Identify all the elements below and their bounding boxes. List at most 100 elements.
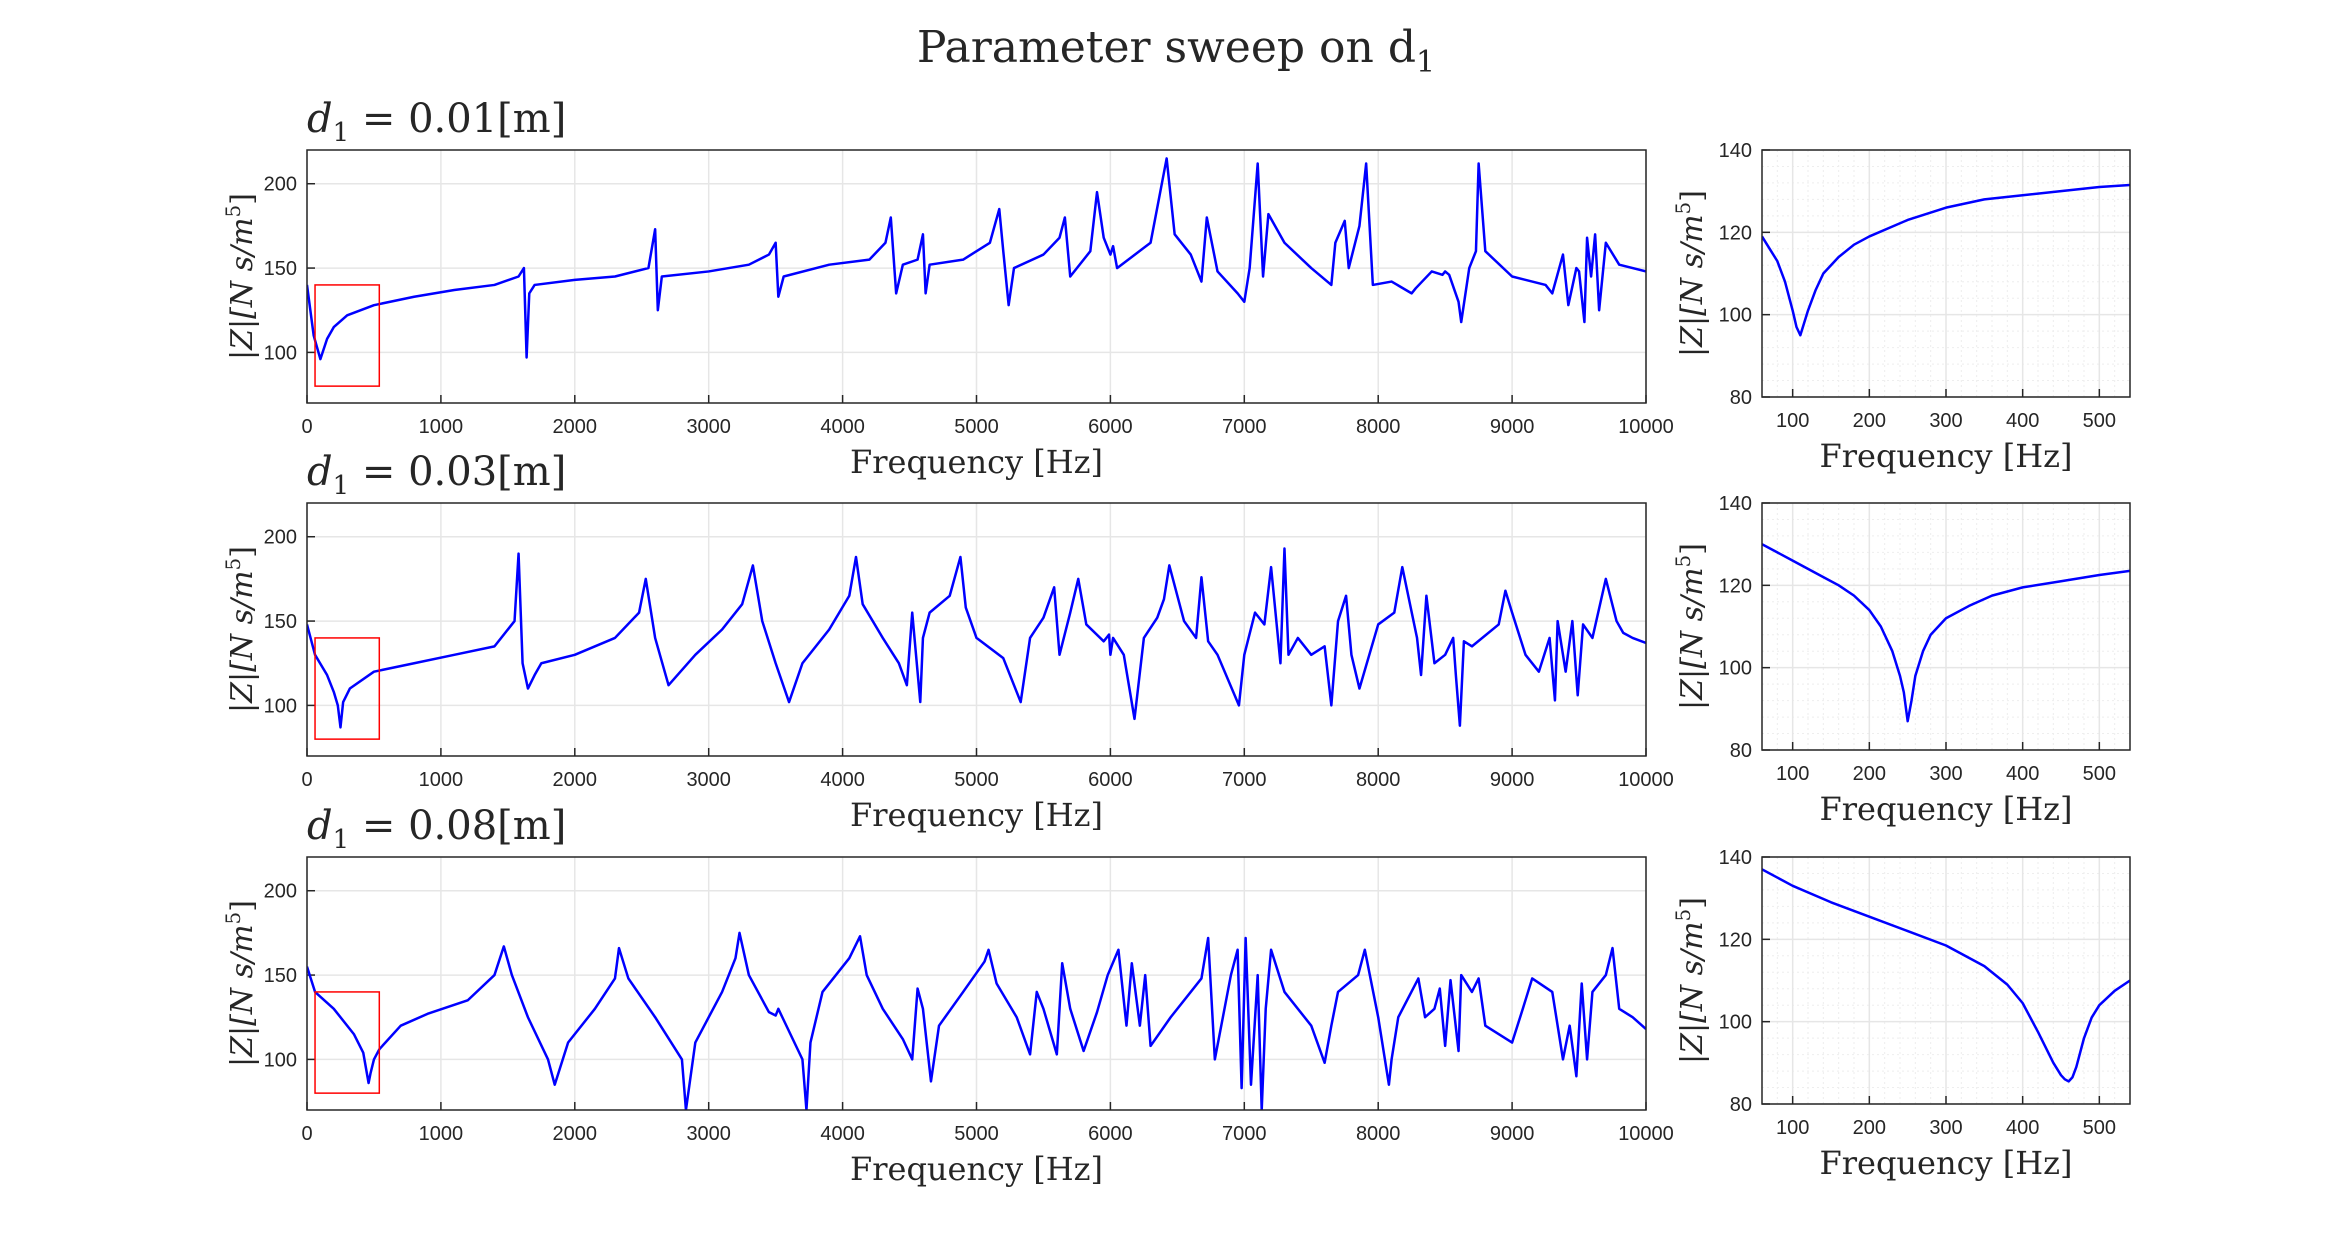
- subplot-title-subscript: 1: [333, 471, 350, 501]
- y-tick-label: 200: [264, 527, 297, 549]
- subplot-title: d1 = 0.03[m]: [307, 449, 566, 501]
- y-axis-label-close: ]: [225, 546, 260, 558]
- series-line: [307, 547, 1646, 729]
- zoom-region-box: [314, 991, 381, 1094]
- x-axis-label: Frequency [Hz]: [1820, 790, 2073, 828]
- series-line: [307, 157, 1646, 361]
- y-axis-label-exponent: 5: [1671, 909, 1695, 922]
- x-axis-label: Frequency [Hz]: [850, 1150, 1103, 1188]
- y-tick-label: 140: [1719, 140, 1752, 162]
- x-tick-label: 8000: [1356, 769, 1401, 791]
- chart-main-2: 0 1000 2000 3000 4000 5000 6000 7000 8000 9000 100…: [221, 449, 1674, 834]
- series-line: [307, 931, 1646, 1110]
- x-tick-label: 300: [1929, 1117, 1962, 1139]
- y-tick-label: 100: [264, 1049, 297, 1071]
- y-tick-label: 100: [1719, 658, 1752, 680]
- subplot-title-var: d: [307, 449, 333, 495]
- y-axis-label: |Z|[N s/m5]: [221, 900, 260, 1067]
- x-tick-label: 8000: [1356, 416, 1401, 438]
- y-axis-label-exponent: 5: [221, 205, 245, 218]
- zoom-region-box: [314, 284, 381, 387]
- y-axis-label: |Z|[N s/m5]: [221, 546, 260, 713]
- x-axis-label: Frequency [Hz]: [850, 443, 1103, 481]
- chart-zoom-1: 100 200 300 400 500 80 100 120 140 Frequency [Hz]…: [1671, 140, 2131, 475]
- x-tick-label: 9000: [1490, 416, 1535, 438]
- y-axis-label-close: ]: [1675, 897, 1710, 909]
- subplot-title-value: = 0.03[m]: [349, 449, 566, 495]
- subplot-title-value: = 0.08[m]: [349, 803, 566, 849]
- y-axis-label-main: |Z|[N s/m: [225, 570, 260, 713]
- y-axis-label-main: |Z|[N s/m: [1675, 921, 1710, 1064]
- x-tick-label: 300: [1929, 410, 1962, 432]
- x-tick-label: 3000: [686, 416, 731, 438]
- y-axis-label: |Z|[N s/m5]: [1671, 543, 1710, 710]
- x-tick-label: 10000: [1618, 1123, 1674, 1145]
- y-tick-label: 120: [1719, 575, 1752, 597]
- x-tick-label: 500: [2083, 410, 2116, 432]
- x-tick-label: 0: [301, 416, 312, 438]
- y-axis-label-exponent: 5: [1671, 555, 1695, 568]
- x-tick-label: 7000: [1222, 769, 1267, 791]
- subplot-title-var: d: [307, 803, 333, 849]
- y-tick-label: 150: [264, 965, 297, 987]
- x-tick-label: 7000: [1222, 1123, 1267, 1145]
- x-tick-label: 100: [1776, 763, 1809, 785]
- x-tick-label: 5000: [954, 1123, 999, 1145]
- subplot-title-var: d: [307, 96, 333, 142]
- y-tick-label: 80: [1730, 387, 1752, 409]
- series-line: [1762, 868, 2130, 1083]
- x-tick-label: 200: [1853, 1117, 1886, 1139]
- x-tick-label: 0: [301, 1123, 312, 1145]
- x-tick-label: 1000: [419, 416, 464, 438]
- y-axis-label-close: ]: [1675, 190, 1710, 202]
- x-tick-label: 400: [2006, 1117, 2039, 1139]
- subplot-title-value: = 0.01[m]: [349, 96, 566, 142]
- x-tick-label: 1000: [419, 1123, 464, 1145]
- y-tick-label: 150: [264, 611, 297, 633]
- x-tick-label: 3000: [686, 1123, 731, 1145]
- y-tick-label: 200: [264, 174, 297, 196]
- x-tick-label: 4000: [820, 769, 865, 791]
- x-tick-label: 10000: [1618, 416, 1674, 438]
- x-tick-label: 4000: [820, 1123, 865, 1145]
- chart-zoom-3: 100 200 300 400 500 80 100 120 140 Frequency [Hz]…: [1671, 847, 2131, 1182]
- y-axis-label-close: ]: [225, 193, 260, 205]
- x-tick-label: 2000: [553, 1123, 598, 1145]
- y-axis-label-close: ]: [1675, 543, 1710, 555]
- series-line: [1762, 543, 2130, 723]
- y-axis-label-exponent: 5: [221, 558, 245, 571]
- x-tick-label: 4000: [820, 416, 865, 438]
- zoom-region-box: [314, 637, 381, 740]
- x-tick-label: 9000: [1490, 769, 1535, 791]
- x-tick-label: 10000: [1618, 769, 1674, 791]
- y-tick-label: 140: [1719, 847, 1752, 869]
- x-tick-label: 400: [2006, 410, 2039, 432]
- subplot-title-subscript: 1: [333, 825, 350, 855]
- charts-root: 0 1000 2000 3000 4000 5000 6000 7000 8000 9000 100…: [221, 96, 2131, 1188]
- x-tick-label: 200: [1853, 410, 1886, 432]
- y-tick-label: 80: [1730, 1094, 1752, 1116]
- x-tick-label: 9000: [1490, 1123, 1535, 1145]
- axes-frame: [1761, 856, 2131, 1105]
- y-tick-label: 100: [264, 342, 297, 364]
- y-axis-label: |Z|[N s/m5]: [221, 193, 260, 360]
- x-axis-label: Frequency [Hz]: [850, 796, 1103, 834]
- y-axis-label: |Z|[N s/m5]: [1671, 897, 1710, 1064]
- x-tick-label: 7000: [1222, 416, 1267, 438]
- y-axis-label-exponent: 5: [1671, 202, 1695, 215]
- x-tick-label: 1000: [419, 769, 464, 791]
- y-tick-label: 120: [1719, 222, 1752, 244]
- x-tick-label: 6000: [1088, 416, 1133, 438]
- x-tick-label: 500: [2083, 1117, 2116, 1139]
- y-axis-label: |Z|[N s/m5]: [1671, 190, 1710, 357]
- axes-frame: [306, 149, 1647, 404]
- y-axis-label-main: |Z|[N s/m: [1675, 567, 1710, 710]
- y-tick-label: 140: [1719, 493, 1752, 515]
- x-tick-label: 200: [1853, 763, 1886, 785]
- y-axis-label-main: |Z|[N s/m: [225, 924, 260, 1067]
- x-tick-label: 300: [1929, 763, 1962, 785]
- x-tick-label: 100: [1776, 410, 1809, 432]
- x-tick-label: 8000: [1356, 1123, 1401, 1145]
- x-axis-label: Frequency [Hz]: [1820, 1144, 2073, 1182]
- subplot-title-subscript: 1: [333, 118, 350, 148]
